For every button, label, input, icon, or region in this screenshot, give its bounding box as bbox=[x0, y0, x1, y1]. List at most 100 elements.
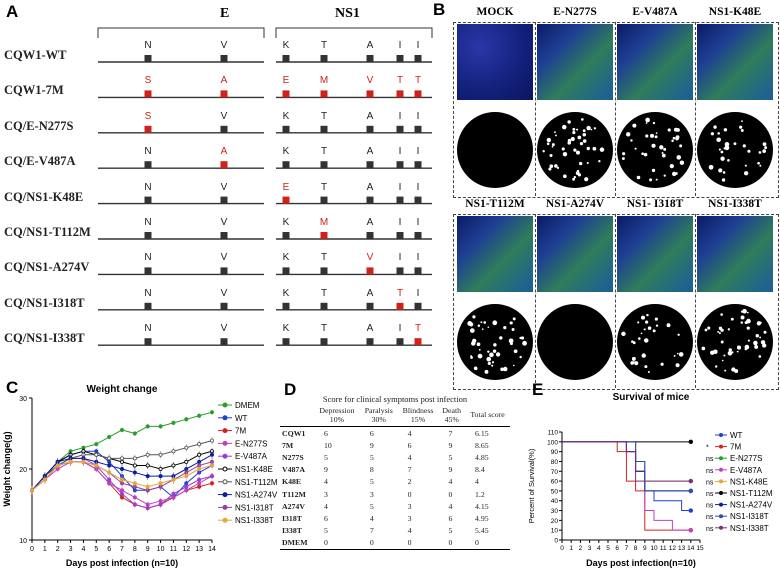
plaque-spot bbox=[651, 168, 656, 173]
x-tick-label: 10 bbox=[157, 546, 165, 553]
plaque-spot bbox=[573, 148, 577, 152]
data-point bbox=[158, 481, 163, 486]
table-row: 7M 10 9 6 9 8.65 bbox=[280, 439, 510, 451]
data-point bbox=[158, 467, 163, 472]
plaque-spot bbox=[562, 124, 567, 130]
data-point bbox=[132, 456, 137, 461]
data-point bbox=[120, 427, 125, 432]
mutation-site-marker bbox=[220, 125, 228, 133]
plaque-spot bbox=[663, 147, 667, 151]
plaque-spot bbox=[679, 144, 683, 148]
plaque-spot bbox=[549, 153, 553, 158]
legend-label: NS1-A274V bbox=[730, 501, 773, 510]
data-point bbox=[184, 417, 189, 422]
residue-label: A bbox=[366, 323, 374, 335]
plaque-spot bbox=[647, 326, 652, 330]
score-cell: 1.2 bbox=[475, 489, 485, 499]
residue-label: A bbox=[366, 217, 374, 228]
plaque-well-circle bbox=[457, 304, 533, 380]
x-tick-label: 1 bbox=[43, 546, 47, 553]
virus-label: E-N277S bbox=[553, 6, 597, 18]
plaque-spot bbox=[519, 355, 522, 359]
plaque-spot bbox=[724, 142, 730, 147]
x-tick-label: 0 bbox=[560, 545, 564, 552]
data-point bbox=[120, 477, 125, 482]
residue-label: V bbox=[366, 75, 374, 87]
mutation-site-marker bbox=[144, 125, 152, 133]
plaque-spot bbox=[641, 152, 644, 156]
residue-label: K bbox=[282, 217, 290, 228]
plaque-spot bbox=[742, 144, 746, 148]
header-text: Blindness bbox=[402, 406, 434, 415]
data-point bbox=[132, 470, 137, 475]
mutation-site-marker bbox=[396, 90, 404, 98]
plaque-spot bbox=[578, 161, 583, 166]
panel-b-letter: B bbox=[433, 0, 446, 19]
plaque-spot bbox=[675, 363, 680, 368]
row-label-cell: I338T bbox=[282, 526, 302, 536]
virus-label: NS1-I338T bbox=[708, 198, 762, 210]
mutation-site-marker bbox=[220, 232, 228, 239]
x-tick-label: 11 bbox=[660, 545, 667, 552]
score-cell: 5.45 bbox=[475, 526, 489, 536]
plaque-spot bbox=[747, 149, 751, 153]
legend-label: WT bbox=[730, 431, 743, 440]
plaque-spot bbox=[467, 321, 473, 326]
plaque-spot bbox=[634, 361, 639, 366]
score-cell: 8.4 bbox=[475, 465, 485, 475]
table-row: T112M 3 3 0 0 1.2 bbox=[280, 488, 510, 500]
data-point bbox=[184, 474, 189, 479]
plaque-spot bbox=[734, 369, 739, 374]
x-tick-label: 9 bbox=[146, 546, 150, 553]
panel-divider bbox=[615, 22, 616, 196]
plaque-spot bbox=[720, 340, 724, 344]
construct-label: CQW1-7M bbox=[4, 83, 64, 98]
data-point bbox=[197, 452, 202, 457]
residue-label: N bbox=[144, 181, 152, 193]
table-header-cell: Death 45% bbox=[438, 406, 465, 428]
plaque-spot bbox=[472, 315, 476, 319]
survival-series-line bbox=[562, 441, 691, 482]
x-tick-label: 7 bbox=[625, 545, 629, 552]
plaque-spot bbox=[630, 139, 633, 142]
plaque-spot bbox=[641, 315, 646, 320]
immunofluorescence-image bbox=[457, 24, 533, 100]
chart-title: Weight change bbox=[87, 384, 158, 395]
plaque-spot bbox=[727, 350, 733, 356]
mutation-site-marker bbox=[414, 267, 422, 275]
legend-marker bbox=[222, 402, 228, 408]
table-header-cell: Depression 10% bbox=[314, 406, 360, 428]
mutation-site-marker bbox=[414, 125, 422, 133]
residue-label: S bbox=[144, 75, 152, 87]
data-point bbox=[184, 484, 189, 489]
legend-marker bbox=[719, 444, 723, 449]
plaque-spot bbox=[487, 326, 490, 328]
plaque-spot bbox=[645, 122, 648, 124]
plaque-spot bbox=[556, 166, 560, 169]
plaque-spot bbox=[724, 369, 727, 372]
plaque-spot bbox=[758, 151, 762, 154]
plaque-spot bbox=[677, 333, 680, 336]
residue-label: I bbox=[416, 40, 420, 51]
residue-label: I bbox=[416, 287, 420, 299]
residue-label: I bbox=[416, 146, 420, 158]
row-label-cell: DMEM bbox=[280, 536, 314, 550]
residue-label: V bbox=[220, 110, 228, 122]
data-point bbox=[120, 491, 125, 496]
mutation-site-marker bbox=[220, 196, 228, 204]
score-cell: 6 bbox=[448, 514, 453, 524]
mutation-site-marker bbox=[320, 161, 328, 169]
data-point bbox=[158, 502, 163, 507]
residue-label: N bbox=[144, 40, 152, 51]
plaque-spot bbox=[660, 362, 664, 366]
score-cell: 4.95 bbox=[475, 514, 489, 524]
plaque-spot bbox=[561, 147, 565, 151]
plaque-spot bbox=[500, 367, 504, 372]
mutation-site-marker bbox=[144, 55, 152, 62]
gene-ns1-bracket bbox=[275, 27, 433, 38]
plaque-spot bbox=[756, 321, 762, 326]
plaque-spot bbox=[579, 141, 584, 146]
mutation-site-marker bbox=[282, 125, 290, 133]
data-point bbox=[68, 459, 73, 464]
mutation-site-marker bbox=[366, 232, 374, 239]
